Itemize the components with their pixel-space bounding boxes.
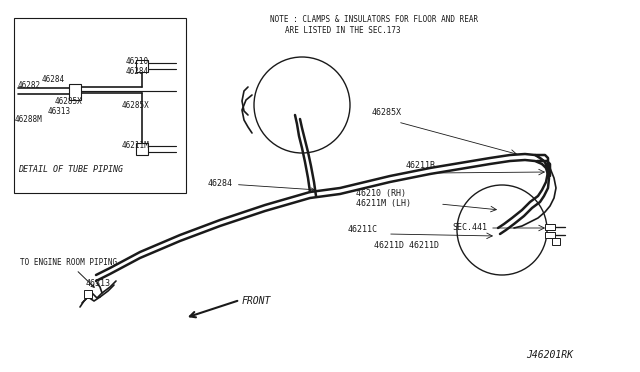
- Text: 46288M: 46288M: [15, 115, 43, 124]
- Text: 46285X: 46285X: [55, 97, 83, 106]
- Text: 46282: 46282: [18, 81, 41, 90]
- Bar: [69, 84, 81, 100]
- Bar: [545, 224, 555, 230]
- Text: 46211M (LH): 46211M (LH): [356, 199, 411, 208]
- Text: 46211C: 46211C: [348, 225, 378, 234]
- Text: 46284: 46284: [208, 179, 314, 191]
- Text: 46285X: 46285X: [372, 108, 402, 117]
- Text: 46284: 46284: [42, 75, 65, 84]
- Bar: [84, 290, 92, 298]
- Bar: [14, 18, 186, 193]
- Text: ARE LISTED IN THE SEC.173: ARE LISTED IN THE SEC.173: [285, 26, 401, 35]
- Text: 46211B: 46211B: [406, 161, 436, 170]
- Text: 46211D 46211D: 46211D 46211D: [374, 241, 439, 250]
- Text: 46210 (RH): 46210 (RH): [356, 189, 406, 198]
- Text: NOTE : CLAMPS & INSULATORS FOR FLOOR AND REAR: NOTE : CLAMPS & INSULATORS FOR FLOOR AND…: [270, 15, 478, 24]
- Text: TO ENGINE ROOM PIPING: TO ENGINE ROOM PIPING: [20, 258, 117, 287]
- Bar: [545, 232, 555, 238]
- Bar: [136, 143, 148, 155]
- Text: 46313: 46313: [86, 279, 111, 288]
- Bar: [552, 238, 560, 245]
- Text: 46313: 46313: [48, 107, 71, 116]
- Bar: [136, 60, 148, 72]
- Text: 46211M: 46211M: [122, 141, 150, 150]
- Text: J46201RK: J46201RK: [526, 350, 573, 360]
- Text: 46210: 46210: [126, 57, 149, 66]
- Text: DETAIL OF TUBE PIPING: DETAIL OF TUBE PIPING: [18, 165, 123, 174]
- Text: FRONT: FRONT: [242, 296, 271, 306]
- Text: SEC.441: SEC.441: [452, 223, 487, 232]
- Text: 46285X: 46285X: [122, 101, 150, 110]
- Text: 46284: 46284: [126, 67, 149, 76]
